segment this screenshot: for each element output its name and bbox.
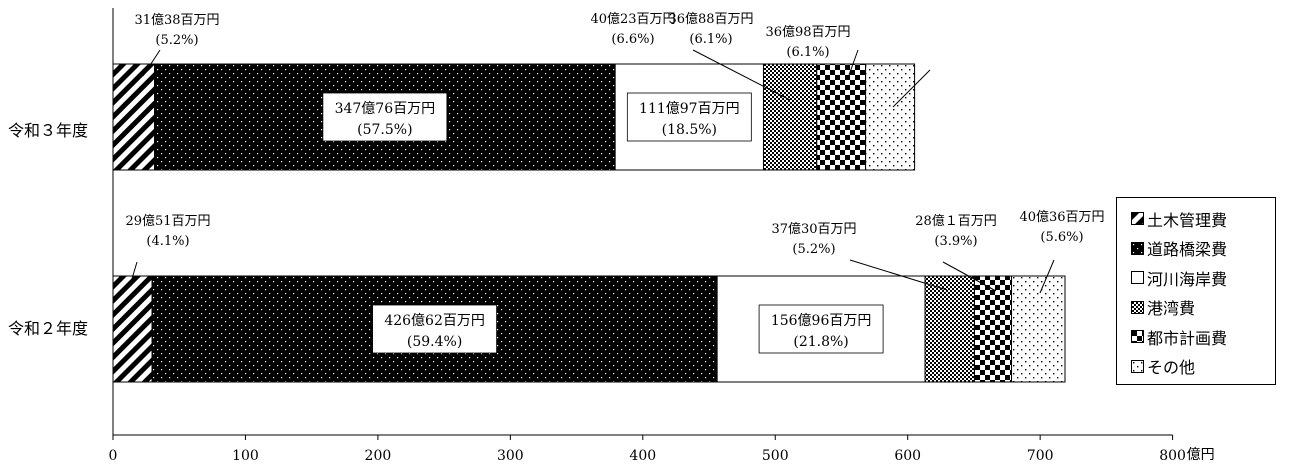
legend-label: 道路橋梁費 [1147, 240, 1228, 260]
bar-segment [112, 275, 153, 383]
legend-item: 都市計画費 [1117, 322, 1275, 352]
bar-segment [1011, 275, 1066, 383]
legend-swatch-icon [1131, 359, 1144, 373]
data-label-percent: (6.6%) [611, 32, 654, 47]
legend-swatch-icon [1131, 241, 1144, 255]
legend-swatch-icon [1131, 212, 1144, 226]
legend-item: 河川海岸費 [1117, 263, 1275, 293]
data-label-box [758, 304, 884, 354]
leader-line [1039, 259, 1055, 294]
x-tick-label: 0 [109, 448, 118, 464]
data-label-box [322, 92, 448, 142]
legend-label: 都市計画費 [1147, 328, 1228, 348]
data-label-box [372, 304, 498, 354]
bar-segment [816, 63, 867, 171]
data-label: 347億76百万円 [335, 101, 436, 117]
bar-segment [973, 275, 1013, 383]
legend-swatch-icon [1131, 330, 1144, 344]
data-label-percent: (6.1%) [689, 32, 732, 47]
leader-line [142, 49, 161, 77]
x-tick-label: 300 [497, 448, 524, 464]
legend-item: その他 [1117, 352, 1275, 382]
data-label-percent: (59.4%) [407, 334, 462, 350]
legend-label: その他 [1147, 358, 1196, 378]
data-label-percent: (3.9%) [934, 234, 977, 249]
chart-legend: 土木管理費道路橋梁費河川海岸費港湾費都市計画費その他 [1116, 197, 1276, 385]
x-tick-label: 200 [365, 448, 392, 464]
bar-segment [762, 63, 818, 171]
data-label-box [626, 92, 752, 142]
x-axis-unit: 億円 [1187, 447, 1215, 463]
data-label-percent: (5.6%) [1040, 230, 1083, 245]
leader-line [892, 69, 931, 108]
data-label: 28億１百万円 [915, 213, 997, 229]
data-label: 29億51百万円 [125, 213, 210, 229]
data-label: 156億96百万円 [771, 313, 872, 329]
legend-swatch-icon [1131, 300, 1144, 314]
data-label: 36億88百万円 [668, 11, 753, 27]
leader-line [849, 259, 948, 291]
data-label: 37億30百万円 [771, 221, 856, 237]
data-label: 31億38百万円 [134, 12, 219, 28]
data-label: 111億97百万円 [639, 101, 740, 117]
legend-label: 河川海岸費 [1147, 269, 1228, 289]
legend-item: 土木管理費 [1117, 204, 1275, 234]
legend-item: 道路橋梁費 [1117, 234, 1275, 264]
data-label-percent: (21.8%) [793, 334, 848, 350]
leader-line [942, 261, 997, 292]
data-label-percent: (57.5%) [357, 122, 412, 138]
x-tick-label: 100 [232, 448, 259, 464]
legend-label: 港湾費 [1147, 299, 1196, 319]
data-label: 40億36百万円 [1019, 209, 1104, 225]
leader-line [130, 261, 138, 283]
x-tick-label: 700 [1027, 448, 1054, 464]
data-label: 40億23百万円 [590, 11, 675, 27]
category-label: 令和２年度 [8, 319, 88, 338]
bar-segment [865, 63, 916, 171]
data-label: 426億62百万円 [384, 313, 485, 329]
data-label-percent: (5.2%) [155, 33, 198, 48]
x-tick-label: 500 [762, 448, 789, 464]
data-label-percent: (18.5%) [662, 122, 717, 138]
x-tick-label: 400 [629, 448, 656, 464]
leader-line [848, 49, 859, 76]
data-label-percent: (4.1%) [146, 234, 189, 249]
data-label-percent: (5.2%) [792, 242, 835, 257]
leader-line [692, 49, 791, 101]
legend-swatch-icon [1131, 271, 1144, 285]
bar-segment [112, 63, 156, 171]
legend-item: 港湾費 [1117, 293, 1275, 323]
category-label: 令和３年度 [8, 121, 88, 140]
legend-label: 土木管理費 [1147, 210, 1228, 230]
data-label-percent: (6.1%) [786, 45, 829, 60]
data-label: 36億98百万円 [765, 24, 850, 40]
bar-segment [924, 275, 975, 383]
x-tick-label: 600 [894, 448, 921, 464]
x-tick-label: 800 [1159, 448, 1186, 464]
